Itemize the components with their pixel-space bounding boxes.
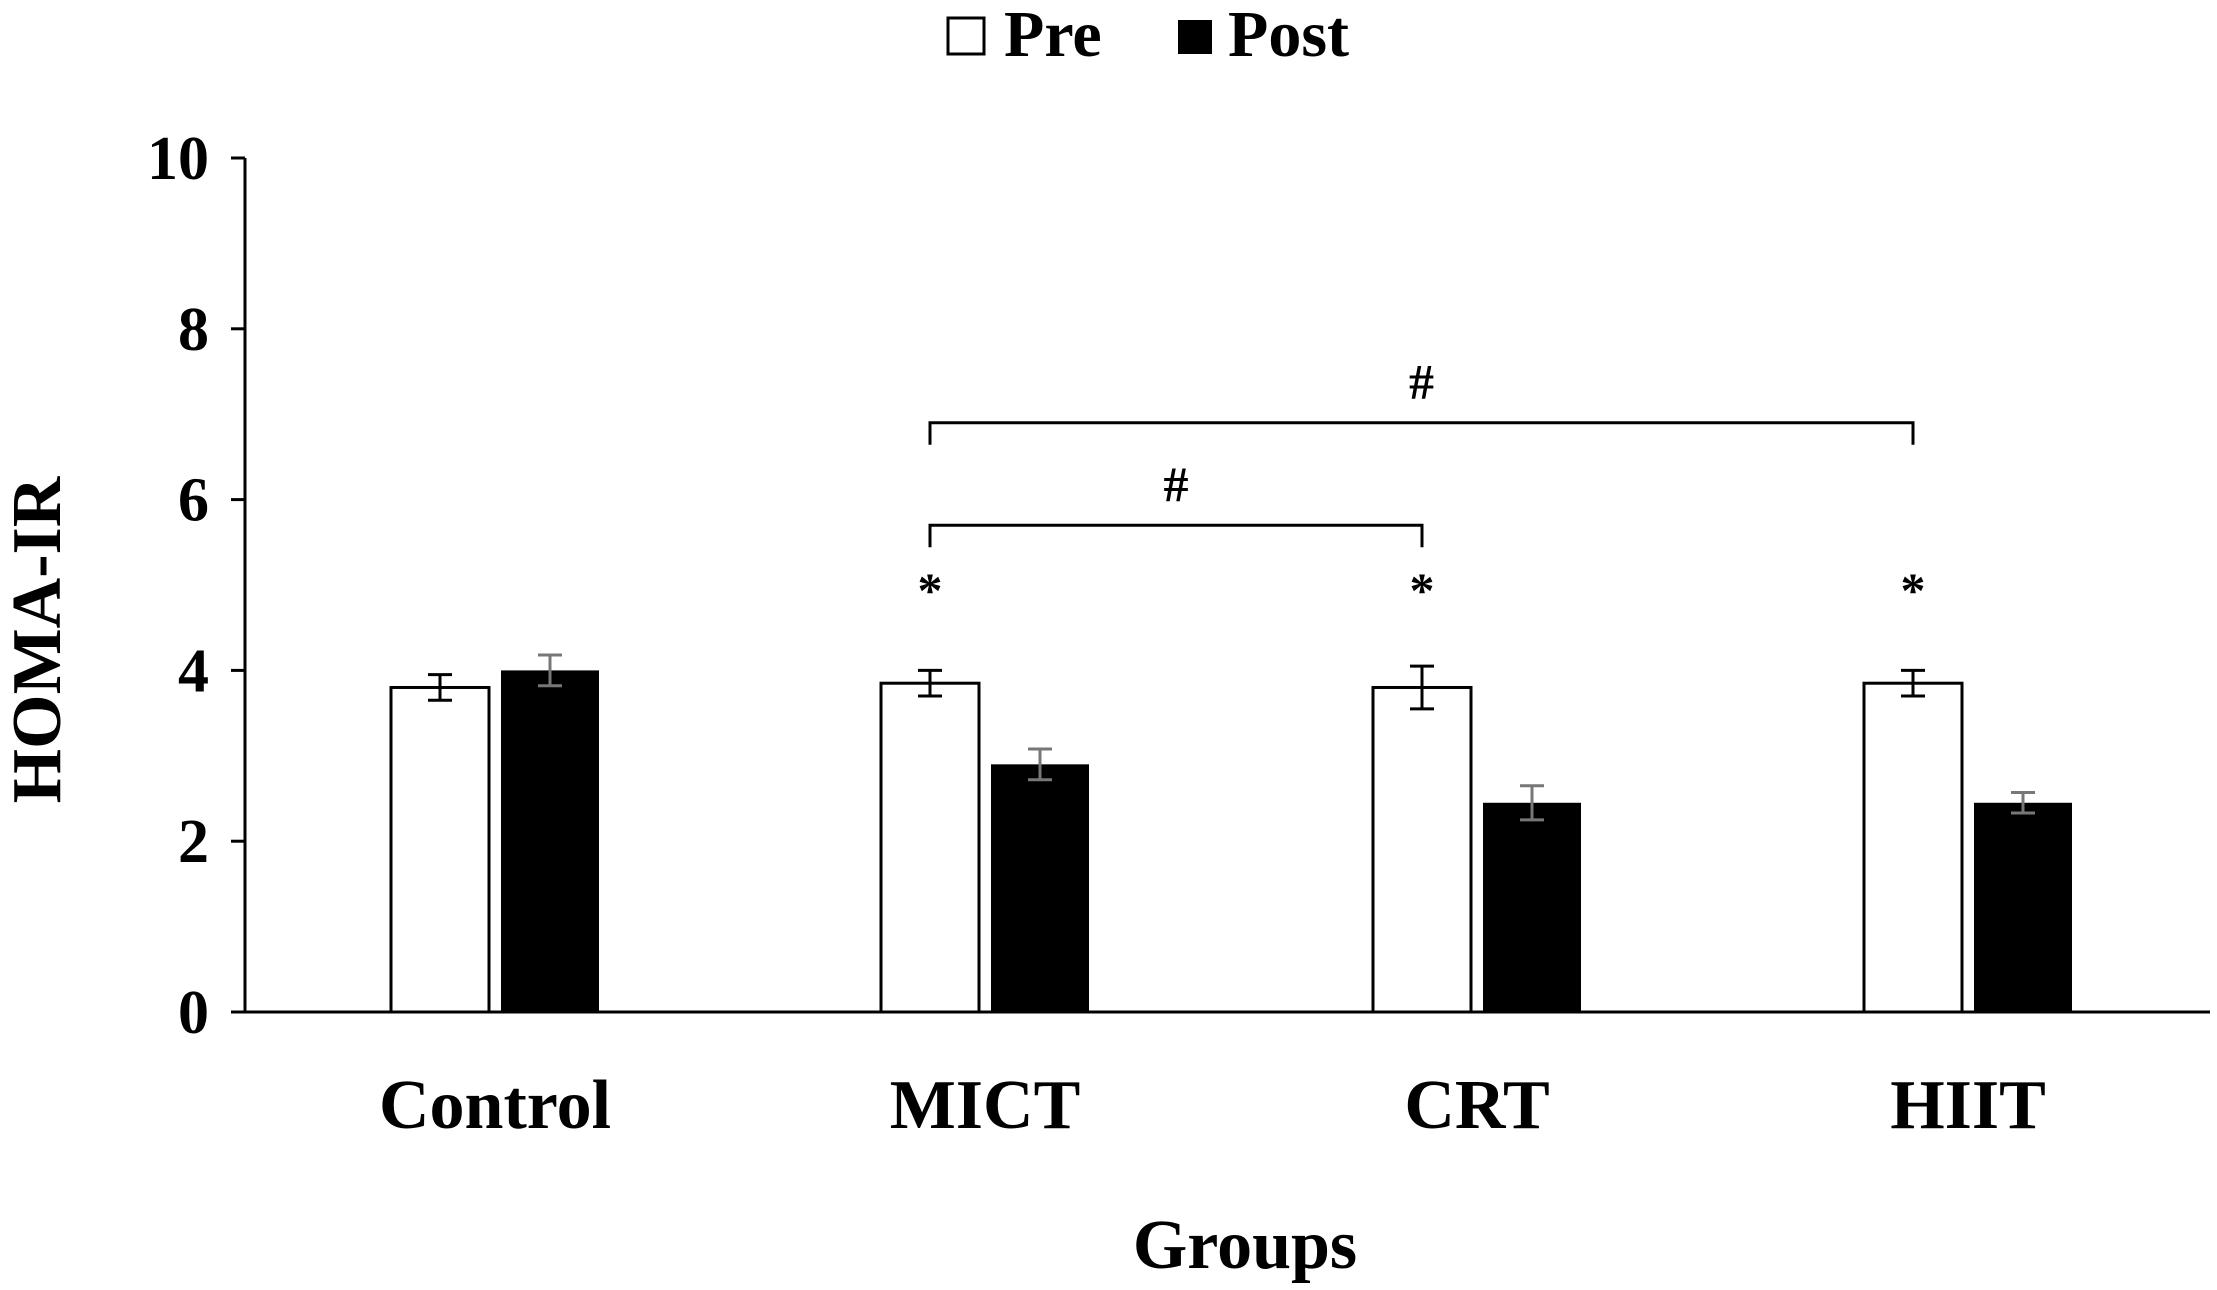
y-axis-title: HOMA-IR <box>0 475 76 803</box>
bar-pre-crt <box>1371 685 1473 1014</box>
y-tick-label: 2 <box>178 808 209 876</box>
x-tick-label: MICT <box>890 1067 1081 1144</box>
error-bar <box>1028 747 1052 782</box>
legend-label-post: Post <box>1228 0 1349 71</box>
error-bar <box>918 668 942 698</box>
bar-post-hiit <box>1974 802 2072 1012</box>
significance-star: * <box>1410 562 1435 618</box>
significance-star: * <box>1901 562 1926 618</box>
significance-star: * <box>918 562 943 618</box>
bar-pre-hiit <box>1862 681 1964 1014</box>
legend-swatch-pre <box>946 16 986 56</box>
legend: Pre Post <box>946 0 1349 71</box>
y-tick-label: 4 <box>178 637 209 705</box>
y-tick-label: 10 <box>147 125 209 193</box>
bar-post-control <box>501 670 599 1012</box>
legend-swatch-post <box>1178 20 1212 54</box>
bars: Control MICT CRT HIIT <box>379 653 2072 1144</box>
significance-bracket <box>928 523 1424 548</box>
bar-post-crt <box>1483 802 1581 1012</box>
x-tick-label: CRT <box>1404 1067 1549 1144</box>
x-axis-title: Groups <box>1133 1207 1357 1284</box>
y-tick-label: 8 <box>178 296 209 364</box>
significance-bracket <box>928 421 1915 445</box>
y-tick-label: 0 <box>178 979 209 1047</box>
significance-annotations: * * * # # <box>918 354 1926 618</box>
bar-pre-mict <box>879 681 981 1014</box>
error-bar <box>1901 668 1925 698</box>
error-bar <box>1410 664 1434 711</box>
significance-bracket-label: # <box>1164 456 1189 512</box>
error-bar <box>1520 784 1544 822</box>
error-bar <box>428 673 452 702</box>
x-tick-label: HIIT <box>1890 1067 2046 1144</box>
error-bar <box>2011 791 2035 815</box>
bar-pre-control <box>389 685 491 1014</box>
bar-post-mict <box>991 764 1089 1012</box>
error-bar <box>538 653 562 688</box>
legend-label-pre: Pre <box>1004 0 1102 71</box>
x-tick-label: Control <box>379 1067 611 1144</box>
y-tick-label: 6 <box>178 467 209 535</box>
significance-bracket-label: # <box>1409 354 1434 410</box>
